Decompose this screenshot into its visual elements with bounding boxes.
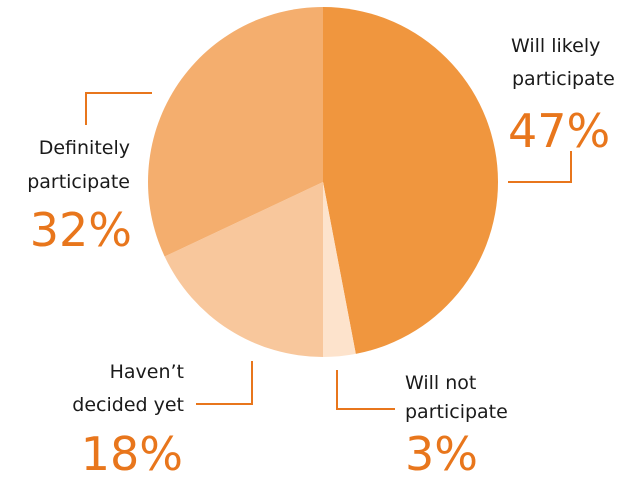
pie-slices	[148, 7, 498, 357]
slice-percent-havent-decided: 18%	[81, 427, 183, 477]
slice-label-will-likely-line1: Will likely	[511, 35, 600, 57]
leader-line-will-not	[336, 370, 395, 410]
slice-percent-will-likely: 47%	[508, 104, 610, 158]
slice-label-will-not-line2: participate	[405, 401, 508, 423]
leader-line-will-likely	[508, 151, 572, 183]
pie-slice-will-not	[323, 182, 356, 357]
leader-line-havent-decided	[196, 361, 253, 405]
slice-label-havent-decided-line1: Haven’t	[110, 361, 184, 383]
slice-label-definitely-line1: Definitely	[39, 137, 130, 159]
pie-slice-definitely	[148, 7, 323, 257]
leader-line-definitely	[85, 92, 152, 125]
pie-slice-havent-decided	[164, 182, 323, 357]
slice-label-will-not-line1: Will not	[405, 372, 476, 394]
slice-percent-definitely: 32%	[30, 203, 132, 257]
slice-label-havent-decided-line2: decided yet	[72, 394, 184, 416]
slice-percent-will-not: 3%	[405, 427, 478, 477]
pie-slice-will-likely	[323, 7, 498, 354]
slice-label-will-likely-line2: participate	[512, 68, 615, 90]
slice-label-definitely-line2: participate	[27, 171, 130, 193]
